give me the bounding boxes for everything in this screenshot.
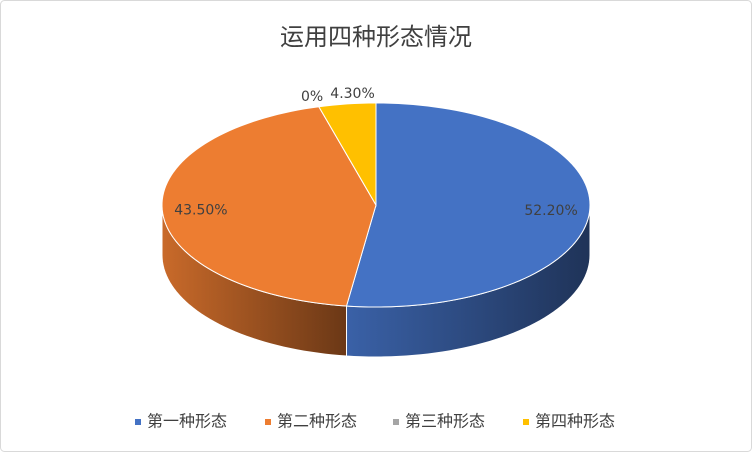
data-label: 52.20%	[524, 203, 577, 219]
legend-label: 第二种形态	[277, 412, 357, 431]
data-label: 0%	[301, 89, 323, 105]
slice	[161, 106, 377, 307]
data-label: 43.50%	[174, 203, 227, 219]
legend-marker	[265, 419, 271, 425]
legend-label: 第三种形态	[405, 412, 485, 431]
chart-title: 运用四种形态情况	[280, 23, 472, 51]
slice	[345, 102, 591, 308]
legend-label: 第一种形态	[147, 412, 227, 431]
data-label: 4.30%	[330, 86, 374, 102]
legend-marker	[135, 419, 141, 425]
legend-marker	[393, 419, 399, 425]
legend-label: 第四种形态	[535, 412, 615, 431]
slice	[318, 102, 377, 207]
legend-marker	[523, 419, 529, 425]
